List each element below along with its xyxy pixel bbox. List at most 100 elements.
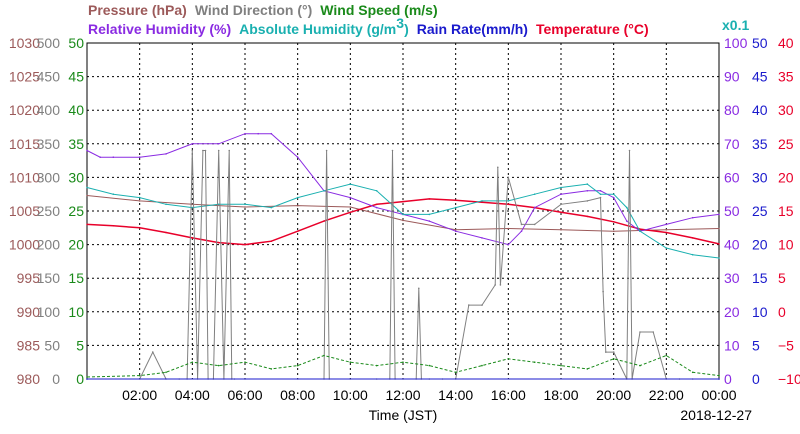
- data-point: [375, 203, 378, 206]
- data-point: [152, 351, 154, 353]
- data-point: [507, 227, 510, 230]
- data-point: [560, 203, 562, 206]
- data-point: [323, 190, 325, 192]
- data-point: [612, 221, 615, 223]
- data-point: [599, 196, 602, 199]
- data-point: [428, 220, 431, 222]
- data-point: [86, 149, 88, 152]
- data-point: [349, 183, 352, 185]
- legend-item: 3: [396, 15, 404, 31]
- data-point: [718, 213, 720, 216]
- data-point: [665, 229, 668, 231]
- data-point: [325, 149, 328, 152]
- data-point: [349, 196, 352, 199]
- y-tick-label: 20: [752, 237, 768, 253]
- x-tick-label: 22:00: [649, 387, 684, 403]
- data-point: [507, 358, 510, 360]
- y-tick-label: 70: [724, 136, 740, 152]
- data-point: [191, 143, 194, 145]
- data-point: [270, 368, 273, 370]
- data-point: [138, 227, 141, 229]
- y-tick-label: 350: [37, 136, 61, 152]
- data-point: [257, 132, 260, 135]
- data-point: [454, 206, 457, 209]
- data-point: [560, 364, 562, 367]
- y-tick-label: 1015: [9, 136, 40, 152]
- data-point: [165, 371, 167, 374]
- data-point: [228, 149, 230, 152]
- x-tick-label: 02:00: [122, 387, 157, 403]
- data-point: [507, 176, 510, 179]
- data-point: [402, 219, 404, 222]
- grid-lines: [87, 43, 719, 379]
- data-point: [296, 156, 299, 158]
- data-point: [296, 204, 299, 207]
- y-tick-label: 40: [724, 237, 740, 253]
- data-point: [497, 166, 499, 169]
- y-tick-label: 10: [724, 337, 740, 353]
- y-tick-label: 90: [724, 69, 740, 85]
- y-tick-label: 20: [778, 169, 794, 185]
- data-point: [217, 203, 220, 206]
- data-point: [626, 220, 628, 222]
- data-point: [586, 183, 589, 185]
- data-point: [612, 196, 615, 199]
- data-point: [468, 304, 470, 306]
- data-point: [586, 368, 589, 370]
- data-point: [481, 304, 483, 306]
- y-tick-label: 985: [17, 337, 41, 353]
- data-point: [560, 211, 562, 214]
- y-tick-label: 30: [752, 169, 768, 185]
- x-tick-label: 04:00: [175, 387, 210, 403]
- data-point: [323, 354, 325, 357]
- y-tick-label: 10: [778, 237, 794, 253]
- y-tick-label: 5: [778, 270, 786, 286]
- data-point: [454, 371, 457, 374]
- legend-item: Temperature (°C): [536, 21, 649, 37]
- data-point: [718, 257, 720, 259]
- data-point: [138, 200, 141, 202]
- data-point: [191, 203, 194, 206]
- y-tick-label: 500: [37, 35, 61, 51]
- data-point: [494, 284, 497, 286]
- x-tick-label: 10:00: [333, 387, 368, 403]
- y-tick-label: 35: [68, 136, 84, 152]
- data-point: [481, 201, 483, 204]
- data-point: [428, 198, 431, 200]
- y-tick-label: 200: [37, 237, 61, 253]
- data-point: [599, 190, 602, 192]
- data-point: [349, 206, 352, 208]
- x-tick-label: 18:00: [543, 387, 578, 403]
- x-axis: 02:00 04:00 06:00 08:00 10:00 12:00 14:00 16:00…: [122, 387, 737, 403]
- data-point: [375, 364, 378, 367]
- data-point: [402, 361, 404, 364]
- y-tick-label: 50: [724, 203, 740, 219]
- legend-row-1: Pressure (hPa) Wind Direction (°) Wind Spe…: [88, 2, 438, 18]
- y-tick-label: 15: [752, 270, 768, 286]
- data-point: [533, 206, 536, 209]
- data-point: [612, 358, 615, 360]
- data-point: [165, 153, 167, 155]
- data-point: [612, 351, 615, 353]
- legend-row-2: Relative Humidity (%) Absolute Humidity (…: [88, 15, 649, 37]
- data-point: [244, 243, 246, 246]
- data-point: [217, 149, 220, 152]
- data-point: [652, 331, 654, 333]
- y-tick-label: 60: [724, 169, 740, 185]
- data-point: [520, 230, 523, 232]
- legend-item: Wind Speed (m/s): [320, 2, 437, 18]
- y-tick-label: −5: [778, 337, 794, 353]
- data-point: [217, 241, 220, 244]
- data-point: [533, 223, 536, 226]
- data-point: [86, 186, 88, 189]
- y-tick-label: 45: [752, 69, 768, 85]
- y-tick-label: 150: [37, 270, 61, 286]
- data-point: [418, 287, 420, 290]
- y-tick-label: 250: [37, 203, 61, 219]
- data-point: [639, 230, 641, 232]
- data-point: [270, 132, 273, 135]
- data-point: [691, 237, 694, 239]
- data-point: [586, 200, 589, 202]
- data-point: [204, 149, 207, 152]
- data-point: [375, 190, 378, 192]
